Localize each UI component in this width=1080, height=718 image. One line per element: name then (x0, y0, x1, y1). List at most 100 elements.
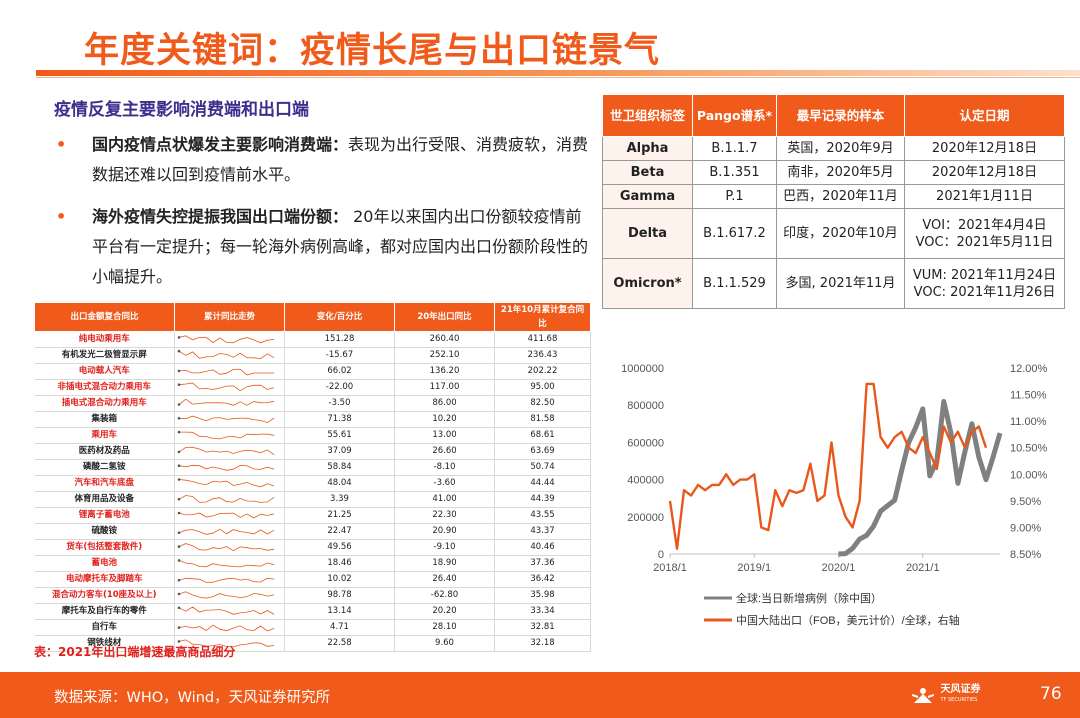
y-right-tick-label: 10.50% (1010, 443, 1048, 455)
col-header: 世卫组织标签 (602, 94, 693, 137)
yoy-2021-cell: 81.58 (494, 411, 591, 428)
table-row: 自行车 4.71 28.10 32.81 (34, 619, 591, 636)
pango-lineage: B.1.617.2 (692, 208, 777, 259)
table-row: 硫酸铵 22.47 20.90 43.37 (34, 523, 591, 540)
series-line-0 (838, 399, 1003, 557)
sparkline (177, 463, 275, 471)
date-line: VUM: 2021年11月24日 (912, 267, 1057, 283)
yoy-2021-cell: 36.42 (494, 571, 591, 588)
page-title: 年度关键词：疫情长尾与出口链景气 (84, 31, 661, 71)
sparkline-cell (174, 331, 285, 348)
sparkline (177, 511, 275, 518)
sparkline-start-dot (177, 511, 181, 514)
product-name: 汽车和汽车底盘 (34, 475, 175, 492)
product-name: 乘用车 (34, 427, 175, 444)
footer-bar: 数据来源：WHO，Wind，天风证券研究所 天风证券 TF SECURITIES … (0, 672, 1080, 718)
product-name: 纯电动乘用车 (34, 331, 175, 348)
bullet-2-text: 20年以来国内出口份额较疫情前平台有一定提升；每一轮海外病例高峰，都对应国内出口… (92, 207, 589, 286)
yoy-2021-cell: 33.34 (494, 603, 591, 620)
y-right-tick-label: 11.50% (1010, 390, 1047, 402)
table-row: 集装箱 71.38 10.20 81.58 (34, 411, 591, 428)
variant-label: Omicron* (602, 258, 693, 309)
change-cell: 66.02 (284, 363, 395, 380)
product-name: 电动载人汽车 (34, 363, 175, 380)
company-logo: 天风证券 TF SECURITIES (912, 684, 980, 706)
sparkline-cell (174, 379, 285, 396)
sparkline (177, 334, 275, 343)
sparkline-start-dot (177, 430, 181, 433)
sparkline-line (178, 577, 275, 583)
sparkline-start-dot (177, 578, 181, 581)
product-name: 锂离子蓄电池 (34, 507, 175, 524)
change-cell: 10.02 (284, 571, 395, 588)
change-cell: 49.56 (284, 539, 395, 556)
legend-label-0: 全球:当日新增病例（除中国） (736, 591, 882, 605)
product-name: 硫酸铵 (34, 523, 175, 540)
product-table-header: 出口金额复合同比 累计同比走势 变化/百分比 20年出口同比 21年10月累计复… (34, 302, 591, 332)
change-cell: -15.67 (284, 347, 395, 364)
designation-date: 2021年1月11日 (904, 184, 1065, 209)
sparkline-cell (174, 363, 285, 380)
sparkline (177, 477, 275, 487)
y-left-tick-label: 400000 (627, 475, 664, 487)
yoy-2020-cell: 9.60 (394, 635, 495, 652)
sparkline-line (178, 398, 275, 406)
pango-lineage: B.1.1.7 (692, 136, 777, 161)
table-row: 体育用品及设备 3.39 41.00 44.39 (34, 491, 591, 508)
sparkline-cell (174, 603, 285, 620)
sparkline-line (178, 368, 275, 375)
bullet-2: • 海外疫情失控提振我国出口端份额： 20年以来国内出口份额较疫情前平台有一定提… (56, 202, 596, 292)
date-line: VOC: 2021年11月26日 (913, 284, 1056, 300)
table-row: 货车(包括整套散件) 49.56 -9.10 40.46 (34, 539, 591, 556)
sparkline-start-dot (177, 450, 181, 453)
table-row: 医药材及药品 37.09 26.60 63.69 (34, 443, 591, 460)
yoy-2020-cell: 41.00 (394, 491, 495, 508)
y-left-tick-label: 1000000 (621, 363, 664, 375)
table-row: 纯电动乘用车 151.28 260.40 411.68 (34, 331, 591, 348)
yoy-2021-cell: 44.44 (494, 475, 591, 492)
variant-label: Beta (602, 160, 693, 185)
date-line: 2021年1月11日 (936, 189, 1033, 204)
yoy-2020-cell: -62.80 (394, 587, 495, 604)
designation-date: 2020年12月18日 (904, 136, 1065, 161)
table-caption: 表：2021年出口端增速最高商品细分 (34, 645, 236, 659)
yoy-2021-cell: 95.00 (494, 379, 591, 396)
sparkline-cell (174, 491, 285, 508)
col-header: 认定日期 (904, 94, 1065, 137)
sparkline-cell (174, 507, 285, 524)
yoy-2020-cell: 13.00 (394, 427, 495, 444)
yoy-2020-cell: 28.10 (394, 619, 495, 636)
yoy-2020-cell: 22.30 (394, 507, 495, 524)
legend-label-1: 中国大陆出口（FOB，美元计价）/全球，右轴 (736, 613, 960, 627)
sparkline-line (178, 542, 275, 551)
yoy-2020-cell: 252.10 (394, 347, 495, 364)
change-cell: 22.58 (284, 635, 395, 652)
yoy-2020-cell: 117.00 (394, 379, 495, 396)
change-cell: 4.71 (284, 619, 395, 636)
sparkline-start-dot (177, 592, 181, 595)
yoy-2020-cell: 86.00 (394, 395, 495, 412)
earliest-sample: 多国, 2021年11月 (776, 258, 905, 309)
title-bar: 年度关键词：疫情长尾与出口链景气 (0, 0, 1080, 80)
yoy-2021-cell: 43.55 (494, 507, 591, 524)
yoy-2020-cell: 260.40 (394, 331, 495, 348)
bullet-1-bold: 国内疫情点状爆发主要影响消费端： (92, 135, 349, 154)
yoy-2021-cell: 37.36 (494, 555, 591, 572)
sparkline (177, 349, 275, 359)
pango-lineage: B.1.351 (692, 160, 777, 185)
product-name: 体育用品及设备 (34, 491, 175, 508)
title-rule (36, 70, 1080, 76)
sparkline-start-dot (177, 416, 181, 420)
yoy-2021-cell: 68.61 (494, 427, 591, 444)
y-right-tick-label: 12.00% (1010, 363, 1048, 375)
date-line: 2020年12月18日 (931, 165, 1038, 180)
sparkline (177, 382, 275, 391)
sparkline-line (178, 446, 275, 455)
product-name: 有机发光二极管显示屏 (34, 347, 175, 364)
date-line: 2020年12月18日 (931, 141, 1038, 156)
yoy-2020-cell: 20.90 (394, 523, 495, 540)
date-line: VOC：2021年5月11日 (915, 234, 1054, 250)
logo-mark-icon (912, 688, 934, 703)
bullet-dot: • (56, 207, 67, 226)
